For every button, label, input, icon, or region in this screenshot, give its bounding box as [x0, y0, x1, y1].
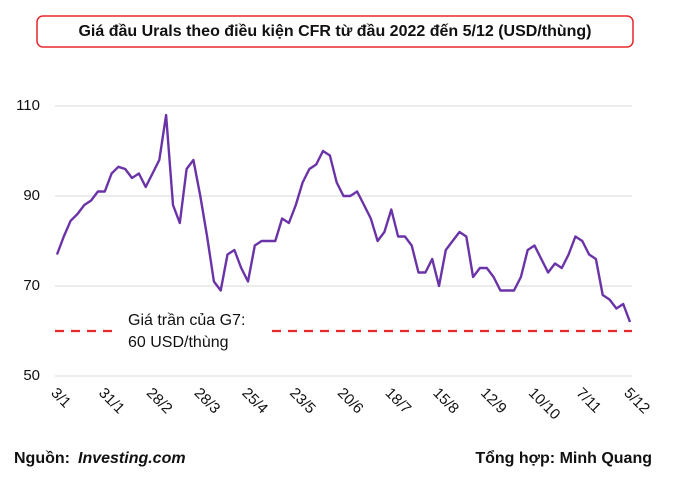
source-label: Nguồn: — [14, 450, 70, 467]
x-tick-label: 15/8 — [429, 385, 462, 418]
x-tick-label: 18/7 — [382, 385, 415, 418]
x-tick-label: 7/11 — [573, 385, 605, 417]
x-tick-label: 28/3 — [191, 385, 224, 418]
y-tick-label: 90 — [23, 187, 40, 204]
x-tick-label: 25/4 — [238, 385, 271, 418]
source: Investing.com — [78, 450, 186, 467]
chart-title: Giá đầu Urals theo điều kiện CFR từ đầu … — [78, 23, 591, 40]
x-tick-label: 3/1 — [47, 385, 74, 412]
credit: Tổng hợp: Minh Quang — [475, 449, 652, 467]
price-line — [55, 113, 632, 323]
x-tick-label: 12/9 — [477, 385, 510, 418]
y-tick-label: 70 — [23, 277, 40, 294]
price-cap-label: Giá trần của G7: — [128, 312, 245, 329]
x-tick-label: 28/2 — [143, 385, 176, 418]
x-tick-label: 20/6 — [334, 385, 367, 418]
y-tick-label: 110 — [16, 97, 40, 114]
price-cap-label: 60 USD/thùng — [128, 334, 229, 351]
x-tick-label: 10/10 — [525, 385, 564, 424]
title-box — [36, 15, 634, 48]
x-tick-label: 5/12 — [620, 385, 653, 418]
x-tick-label: 31/1 — [95, 385, 128, 418]
x-tick-label: 23/5 — [286, 385, 319, 418]
y-tick-label: 50 — [23, 367, 40, 384]
